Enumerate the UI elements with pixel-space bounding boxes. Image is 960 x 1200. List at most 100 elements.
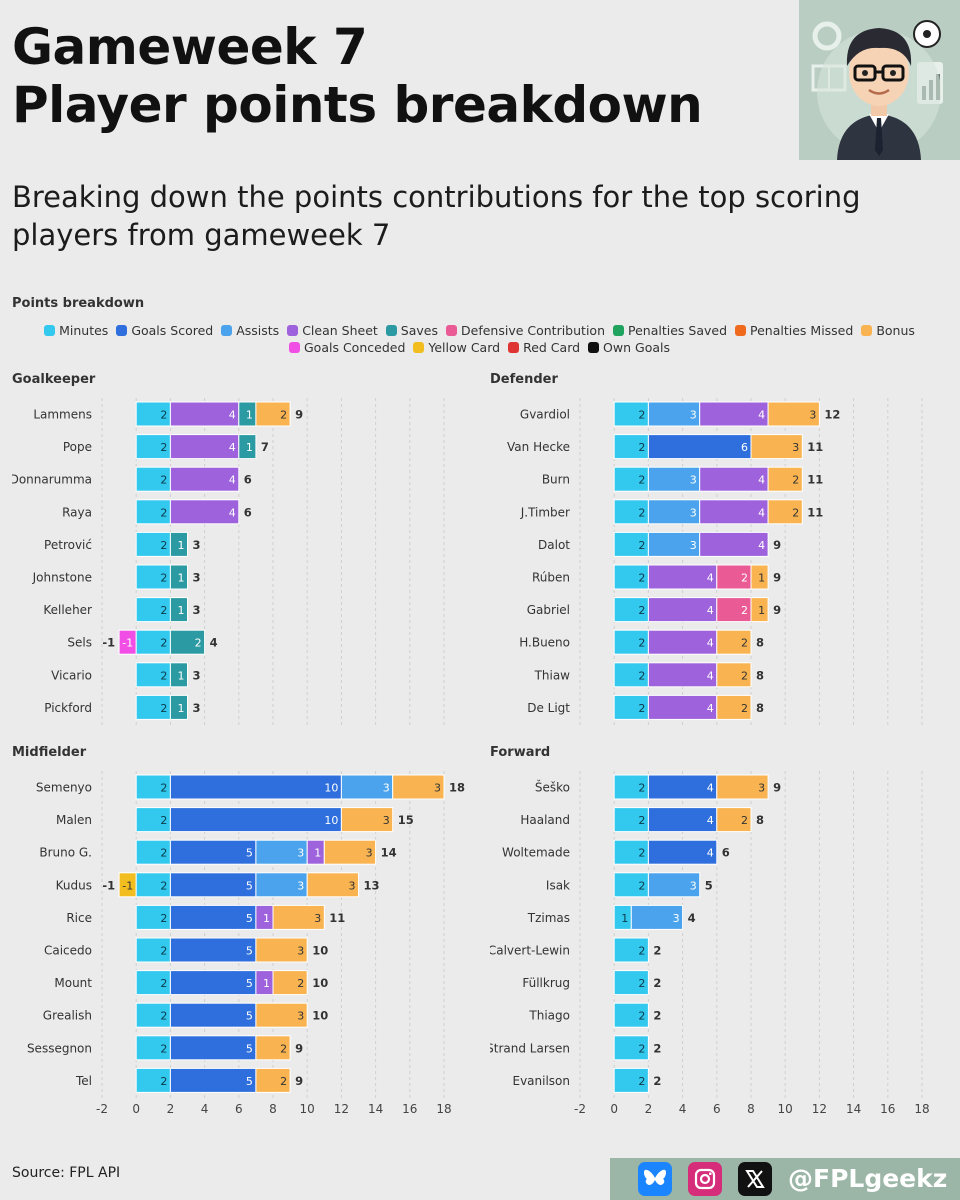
player-row-j-timber: J.Timber 2 3 4 2 11 xyxy=(520,499,823,525)
legend-swatch xyxy=(588,342,600,353)
bar-minutes xyxy=(613,1067,649,1093)
bar-bonus xyxy=(392,774,445,800)
bar-value-label: 5 xyxy=(246,977,253,990)
total-label: 2 xyxy=(653,944,661,958)
legend-item-own-goals: Own Goals xyxy=(588,340,670,355)
player-name: Calvert-Lewin xyxy=(490,944,570,958)
bar-bonus xyxy=(272,970,308,996)
player-name: H.Bueno xyxy=(519,636,570,650)
bar-minutes xyxy=(613,531,649,557)
player-name: Lammens xyxy=(33,408,92,422)
player-row-de-ligt: De Ligt 2 4 2 8 xyxy=(527,694,764,720)
player-name: De Ligt xyxy=(527,701,570,715)
x-tick-label: 0 xyxy=(610,1102,618,1116)
legend-item-goals-scored: Goals Scored xyxy=(116,323,213,338)
goalkeeper-panel: Goalkeeper Lammens 2 4 1 2 9 Pope 2 4 1 7 Donnarumm… xyxy=(12,372,482,736)
bar-value-label: 1 xyxy=(178,702,185,715)
bar-goals-scored xyxy=(169,1067,257,1093)
player-row-vicario: Vicario 2 1 3 xyxy=(51,662,201,688)
player-row-isak: Isak 2 3 5 xyxy=(546,872,713,898)
bar-value-label: 3 xyxy=(297,847,304,860)
bar-minutes xyxy=(135,839,171,865)
bar-value-label: 2 xyxy=(638,637,645,650)
bar-value-label: 2 xyxy=(160,1042,167,1055)
legend-label: Goals Conceded xyxy=(304,340,406,355)
bar-clean-sheet xyxy=(699,401,769,427)
x-tick-label: 18 xyxy=(436,1102,451,1116)
total-label: 8 xyxy=(756,813,764,827)
legend-label: Goals Scored xyxy=(131,323,214,338)
player-row-haaland: Haaland 2 4 2 8 xyxy=(520,807,764,833)
bar-bonus xyxy=(767,401,820,427)
bar-value-label: 3 xyxy=(434,782,441,795)
player-name: Donnarumma xyxy=(12,473,92,487)
total-label: 13 xyxy=(364,878,380,892)
bar-value-label: 2 xyxy=(160,782,167,795)
player-row-h-bueno: H.Bueno 2 4 2 8 xyxy=(519,629,764,655)
player-row-burn: Burn 2 3 4 2 11 xyxy=(542,466,823,492)
bar-clean-sheet xyxy=(699,499,769,525)
bar-minutes xyxy=(613,1035,649,1061)
player-name: Sessegnon xyxy=(27,1041,92,1055)
bar-value-label: 2 xyxy=(160,912,167,925)
bar-assists xyxy=(647,466,701,492)
player-row-kudus: Kudus -1 2 5 3 3 13 -1 xyxy=(56,872,380,898)
x-icon[interactable] xyxy=(738,1162,772,1196)
social-handle[interactable]: @FPLgeekz xyxy=(788,1164,948,1193)
bar-clean-sheet xyxy=(647,564,718,590)
bar-assists xyxy=(255,872,308,898)
player-name: Johnstone xyxy=(32,571,92,585)
bar-clean-sheet xyxy=(699,466,769,492)
bar-clean-sheet xyxy=(699,531,769,557)
bar-minutes xyxy=(613,597,649,623)
total-label: 8 xyxy=(756,636,764,650)
bar-value-label: 4 xyxy=(229,506,236,519)
player-row-pope: Pope 2 4 1 7 xyxy=(63,434,269,460)
instagram-icon[interactable] xyxy=(688,1162,722,1196)
bar-goals-scored xyxy=(169,904,257,930)
total-label: 4 xyxy=(688,911,696,925)
bluesky-icon[interactable] xyxy=(638,1162,672,1196)
total-label: 10 xyxy=(312,944,328,958)
bar-clean-sheet xyxy=(169,434,240,460)
player-name: J.Timber xyxy=(520,505,570,519)
bar-goals-scored xyxy=(647,774,718,800)
player-row-e-ko: Šeško 2 4 3 9 xyxy=(535,774,781,800)
total-label: 11 xyxy=(807,440,823,454)
bar-goals-scored xyxy=(169,807,342,833)
legend-swatch xyxy=(287,325,299,336)
bar-value-label: 1 xyxy=(246,409,253,422)
player-row-caicedo: Caicedo 2 5 3 10 xyxy=(44,937,328,963)
player-row-malen: Malen 2 10 3 15 xyxy=(56,807,414,833)
bar-value-label: 3 xyxy=(366,847,373,860)
bar-value-label: 1 xyxy=(263,977,270,990)
bar-value-label: 1 xyxy=(314,847,321,860)
x-tick-label: 8 xyxy=(747,1102,755,1116)
page-title: Gameweek 7 Player points breakdown xyxy=(12,18,703,134)
bar-saves xyxy=(169,531,188,557)
legend-swatch xyxy=(116,325,128,336)
player-name: Kudus xyxy=(56,878,92,892)
player-name: Caicedo xyxy=(44,944,92,958)
player-name: Tzimas xyxy=(527,911,570,925)
bar-value-label: 2 xyxy=(638,669,645,682)
bar-value-label: 2 xyxy=(160,977,167,990)
player-name: Van Hecke xyxy=(507,440,570,454)
player-name: Strand Larsen xyxy=(490,1041,570,1055)
title-line-2: Player points breakdown xyxy=(12,76,703,134)
bar-value-label: 3 xyxy=(690,539,697,552)
bar-value-label: 2 xyxy=(638,604,645,617)
total-label: 12 xyxy=(824,408,840,422)
player-name: Pope xyxy=(63,440,92,454)
bar-value-label: 2 xyxy=(160,474,167,487)
bar-value-label: 2 xyxy=(160,604,167,617)
legend-label: Defensive Contribution xyxy=(461,323,605,338)
player-name: Thiago xyxy=(528,1009,570,1023)
bar-value-label: 2 xyxy=(638,977,645,990)
player-row-bruno-g: Bruno G. 2 5 3 1 3 14 xyxy=(39,839,397,865)
negative-total-label: -1 xyxy=(102,878,115,892)
cartoon-analyst-avatar-icon xyxy=(799,0,960,160)
x-tick-label: 14 xyxy=(368,1102,383,1116)
